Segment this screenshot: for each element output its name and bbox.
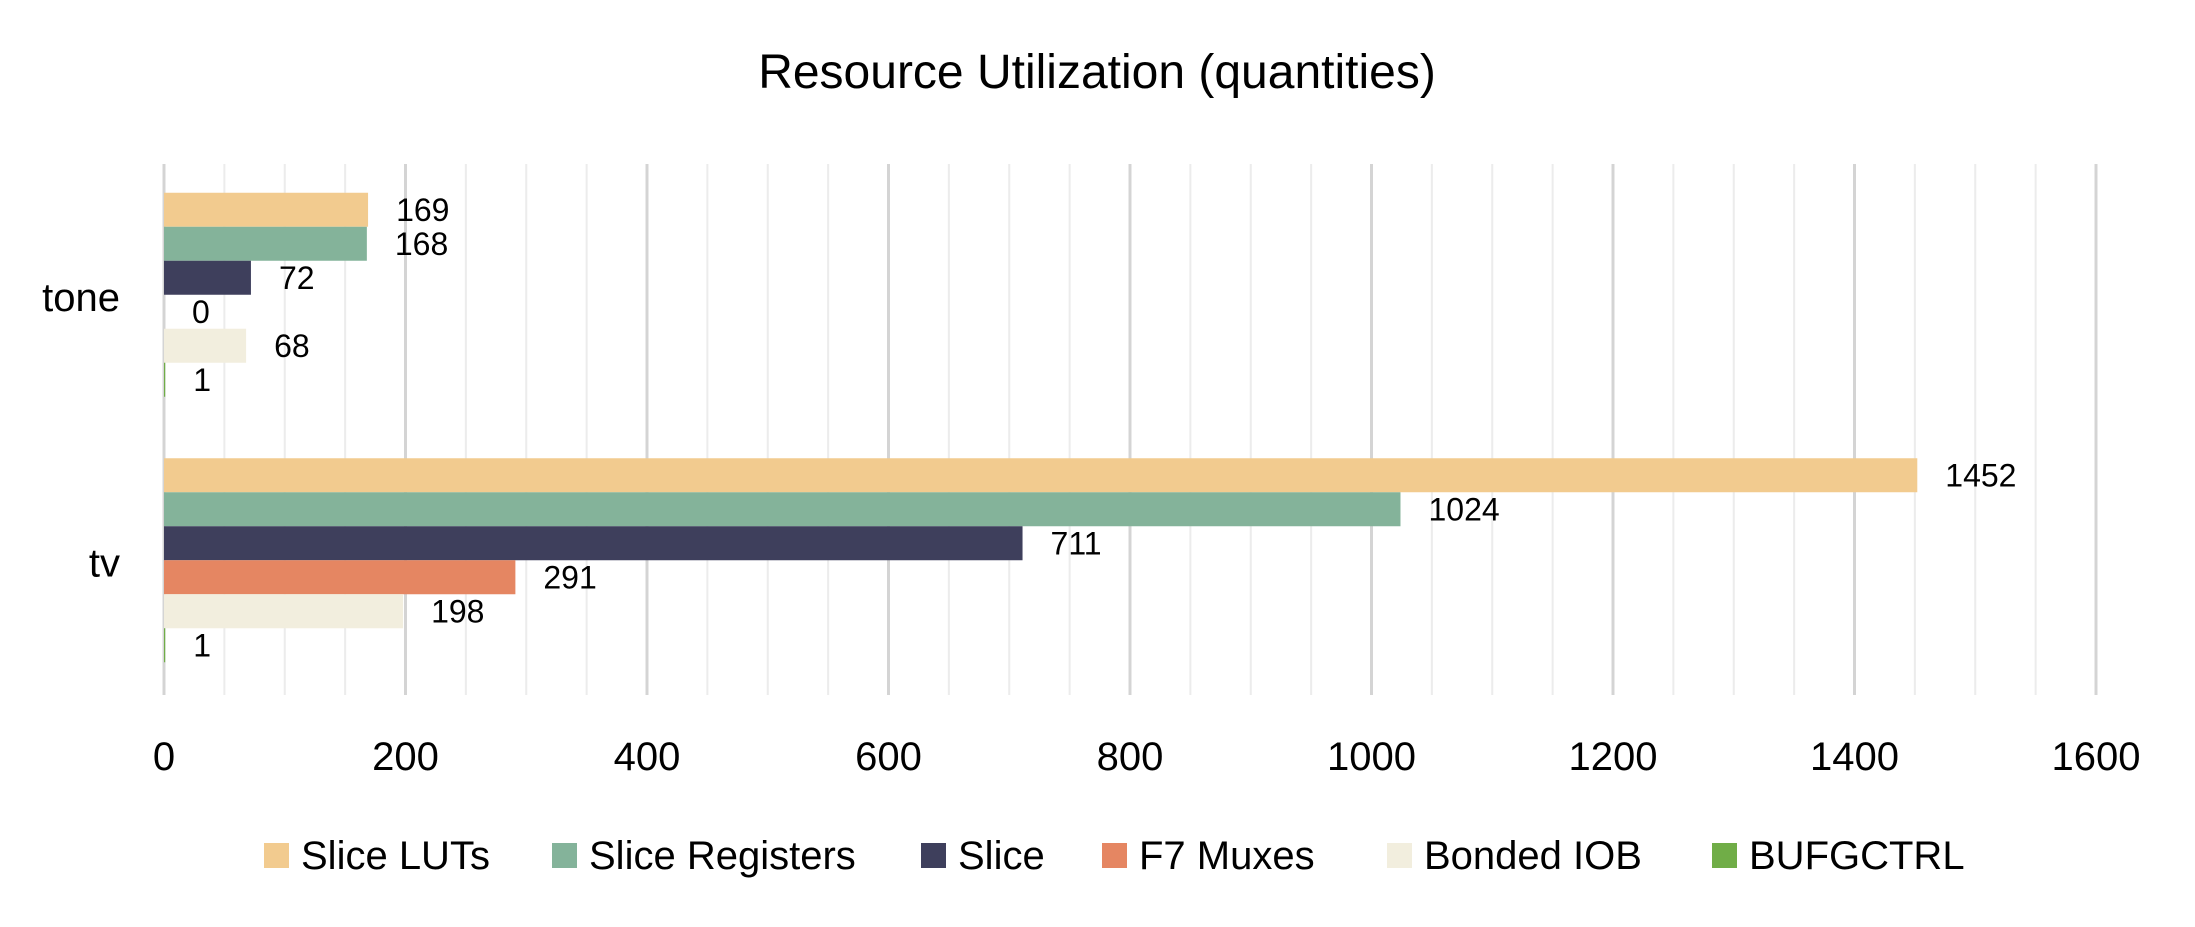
legend-swatch [552, 843, 577, 868]
x-tick-label: 0 [153, 735, 175, 779]
legend-label: Slice Registers [589, 834, 856, 878]
category-labels: tone tv [42, 276, 120, 586]
data-label: 198 [431, 593, 484, 629]
legend-label: Bonded IOB [1424, 834, 1642, 878]
bar-tone-slice-registers [164, 226, 367, 261]
bar-tone-slice-luts [164, 192, 369, 227]
chart-title: Resource Utilization (quantities) [758, 46, 1436, 99]
legend-swatch [264, 843, 289, 868]
data-label: 168 [395, 226, 448, 262]
bar-tv-bonded-iob [164, 594, 404, 629]
data-label: 1024 [1428, 491, 1499, 527]
bar-tv-slice-luts [164, 458, 1918, 493]
data-label: 291 [543, 559, 596, 595]
bar-tv-slice [164, 526, 1023, 561]
major-gridlines [162, 164, 2098, 695]
legend-swatch [1712, 843, 1737, 868]
x-tick-label: 800 [1097, 735, 1164, 779]
x-tick-label: 1400 [1810, 735, 1899, 779]
legend-label: Slice [958, 834, 1045, 878]
x-tick-label: 1600 [2052, 735, 2141, 779]
bar-tone-slice [164, 260, 251, 295]
bar-tone-bufgctrl [164, 362, 166, 397]
legend-swatch [921, 843, 946, 868]
bar-tone-bonded-iob [164, 328, 247, 363]
data-label: 1 [193, 362, 211, 398]
data-label: 169 [396, 192, 449, 228]
legend-label: Slice LUTs [301, 834, 490, 878]
bar-tv-bufgctrl [164, 628, 166, 663]
category-label-tone: tone [42, 276, 120, 320]
bar-tv-f7-muxes [164, 560, 516, 595]
x-tick-label: 600 [855, 735, 922, 779]
x-tick-label: 400 [614, 735, 681, 779]
x-tick-label: 200 [372, 735, 439, 779]
legend-swatch [1102, 843, 1127, 868]
data-label: 1452 [1945, 457, 2016, 493]
bars [164, 192, 1918, 663]
data-label: 68 [274, 328, 310, 364]
data-label: 711 [1051, 525, 1102, 561]
x-tick-label: 1200 [1569, 735, 1658, 779]
data-label: 0 [192, 294, 210, 330]
x-axis-tick-labels: 0 200 400 600 800 1000 1200 1400 1600 [153, 735, 2141, 779]
legend: Slice LUTs Slice Registers Slice F7 Muxes Bo… [264, 834, 1965, 878]
legend-label: F7 Muxes [1139, 834, 1315, 878]
bar-tv-slice-registers [164, 492, 1401, 527]
legend-swatch [1387, 843, 1412, 868]
data-label: 1 [193, 627, 211, 663]
data-label: 72 [279, 260, 315, 296]
category-label-tv: tv [89, 541, 120, 585]
x-tick-label: 1000 [1327, 735, 1416, 779]
legend-label: BUFGCTRL [1749, 834, 1965, 878]
minor-gridlines [223, 164, 2037, 695]
